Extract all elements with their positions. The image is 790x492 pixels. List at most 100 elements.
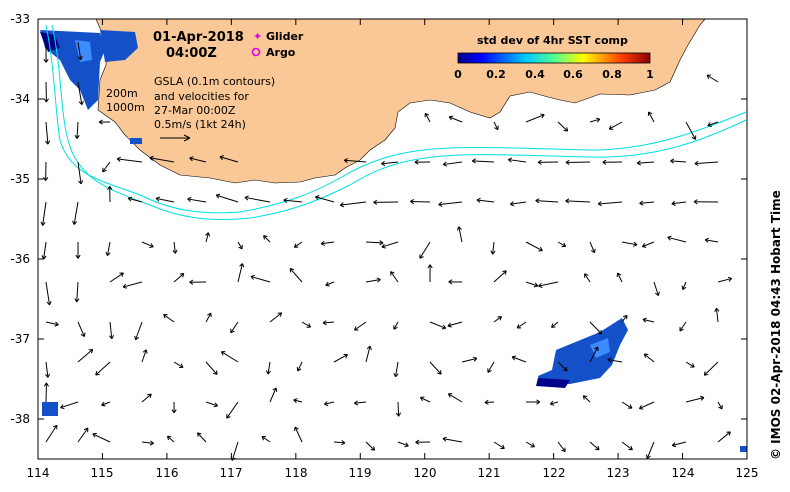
velocity-arrow-shaft [76, 281, 79, 302]
colorbar-tick-1: 0.2 [486, 68, 506, 81]
velocity-arrow-head [75, 254, 81, 259]
velocity-arrow-shaft [589, 346, 599, 363]
argo-icon [251, 47, 261, 57]
velocity-arrow-head [563, 127, 569, 132]
velocity-arrow-head [540, 113, 545, 119]
velocity-arrow-shaft [283, 199, 303, 203]
velocity-arrow-head [427, 264, 433, 269]
velocity-arrow-head [690, 363, 695, 368]
velocity-arrow-shaft [45, 425, 58, 443]
velocity-arrow-shaft [333, 354, 348, 363]
velocity-arrow-head [727, 276, 733, 282]
velocity-arrow-shaft [73, 201, 79, 225]
velocity-arrow-head [78, 180, 84, 185]
velocity-arrow-head [147, 393, 152, 399]
velocity-arrow-shaft [653, 281, 659, 296]
velocity-arrow-shaft [667, 236, 687, 243]
velocity-arrow-shaft [333, 441, 345, 444]
velocity-arrow-head [213, 370, 218, 375]
velocity-arrow-head [213, 402, 218, 408]
colorbar-tick-4: 0.8 [602, 68, 622, 81]
velocity-arrow-head [155, 196, 160, 202]
velocity-arrow-shaft [621, 401, 633, 409]
velocity-arrow-shaft [173, 241, 176, 254]
velocity-arrow-shaft [109, 321, 113, 339]
x-tick-121: 121 [478, 466, 501, 480]
velocity-arrow-shaft [390, 271, 399, 283]
legend-glider: ✦ Glider [253, 30, 304, 43]
velocity-arrow-head [46, 301, 52, 306]
velocity-arrow-shaft [365, 241, 384, 244]
velocity-arrow-head [261, 436, 266, 441]
velocity-arrow-shaft [395, 361, 399, 377]
velocity-arrow-head [602, 159, 607, 165]
velocity-arrow-shaft [122, 281, 143, 288]
velocity-arrow-shaft [508, 159, 527, 163]
velocity-arrow-head [134, 335, 140, 341]
velocity-arrow-head [726, 431, 731, 436]
velocity-arrow-shaft [397, 401, 400, 417]
velocity-arrow-head [107, 186, 113, 190]
velocity-arrow-head [306, 323, 312, 328]
x-tick-118: 118 [285, 466, 308, 480]
colorbar-tick-0: 0 [454, 68, 462, 81]
velocity-arrow-shaft [163, 314, 175, 323]
velocity-arrow-head [187, 196, 192, 202]
velocity-arrow-shaft [458, 226, 463, 243]
velocity-arrow-head [536, 399, 541, 405]
velocity-arrow-head [671, 200, 676, 206]
velocity-arrow-head [149, 440, 154, 446]
legend-argo: Argo [251, 46, 296, 59]
velocity-arrow-head [354, 400, 359, 406]
velocity-arrow-head [535, 198, 540, 204]
velocity-arrow-head [607, 357, 612, 363]
velocity-arrow-head [108, 334, 115, 340]
velocity-arrow-head [322, 320, 327, 326]
velocity-arrow-head [714, 307, 720, 312]
velocity-arrow-shaft [707, 121, 719, 127]
velocity-arrow-head [370, 446, 376, 451]
velocity-arrow-shaft [244, 196, 271, 203]
velocity-arrow-shaft [557, 361, 568, 372]
velocity-arrow-shaft [221, 351, 239, 363]
velocity-arrow-shaft [269, 312, 282, 323]
velocity-arrow-head [551, 323, 556, 328]
velocity-arrow-head [595, 117, 601, 123]
velocity-arrow-shaft [325, 281, 335, 286]
velocity-arrow-shaft [589, 321, 603, 335]
velocity-arrow-shaft [685, 121, 696, 140]
velocity-arrow-shaft [135, 321, 143, 340]
velocity-arrow-head [142, 349, 148, 354]
velocity-arrow-head [166, 435, 172, 441]
velocity-arrow-shaft [525, 281, 538, 287]
velocity-arrow-head [77, 55, 83, 61]
velocity-arrow-shaft [589, 118, 601, 123]
velocity-arrow-shaft [109, 272, 124, 283]
velocity-arrow-head [537, 159, 542, 165]
velocity-arrow-shaft [565, 200, 591, 203]
velocity-arrow-shaft [77, 41, 82, 60]
sst-speck-west [42, 402, 58, 416]
velocity-arrow-shaft [149, 157, 175, 163]
velocity-arrow-shaft [672, 441, 687, 447]
argo-label: Argo [266, 46, 296, 59]
velocity-arrow-head [179, 272, 185, 278]
velocity-arrow-head [597, 201, 602, 207]
scale-arrow [160, 134, 191, 142]
velocity-arrow-head [390, 271, 395, 276]
velocity-arrow-head [561, 242, 567, 248]
velocity-arrow-head [487, 368, 492, 373]
velocity-arrow-shaft [141, 441, 154, 444]
velocity-arrow-shaft [230, 321, 239, 334]
depth-1000-label: 1000m [106, 101, 145, 114]
velocity-arrow-shaft [189, 157, 207, 163]
imos-credit: © IMOS 02-Apr-2018 04:43 Hobart Time [769, 190, 783, 460]
velocity-arrow-shaft [77, 348, 94, 363]
velocity-arrow-shaft [42, 201, 47, 226]
y-tick-m36: -36 [10, 252, 30, 266]
x-tick-115: 115 [91, 466, 114, 480]
velocity-arrow-shaft [557, 121, 569, 132]
velocity-arrow-head [643, 353, 649, 358]
velocity-arrow-head [74, 298, 80, 303]
x-tick-125: 125 [736, 466, 759, 480]
